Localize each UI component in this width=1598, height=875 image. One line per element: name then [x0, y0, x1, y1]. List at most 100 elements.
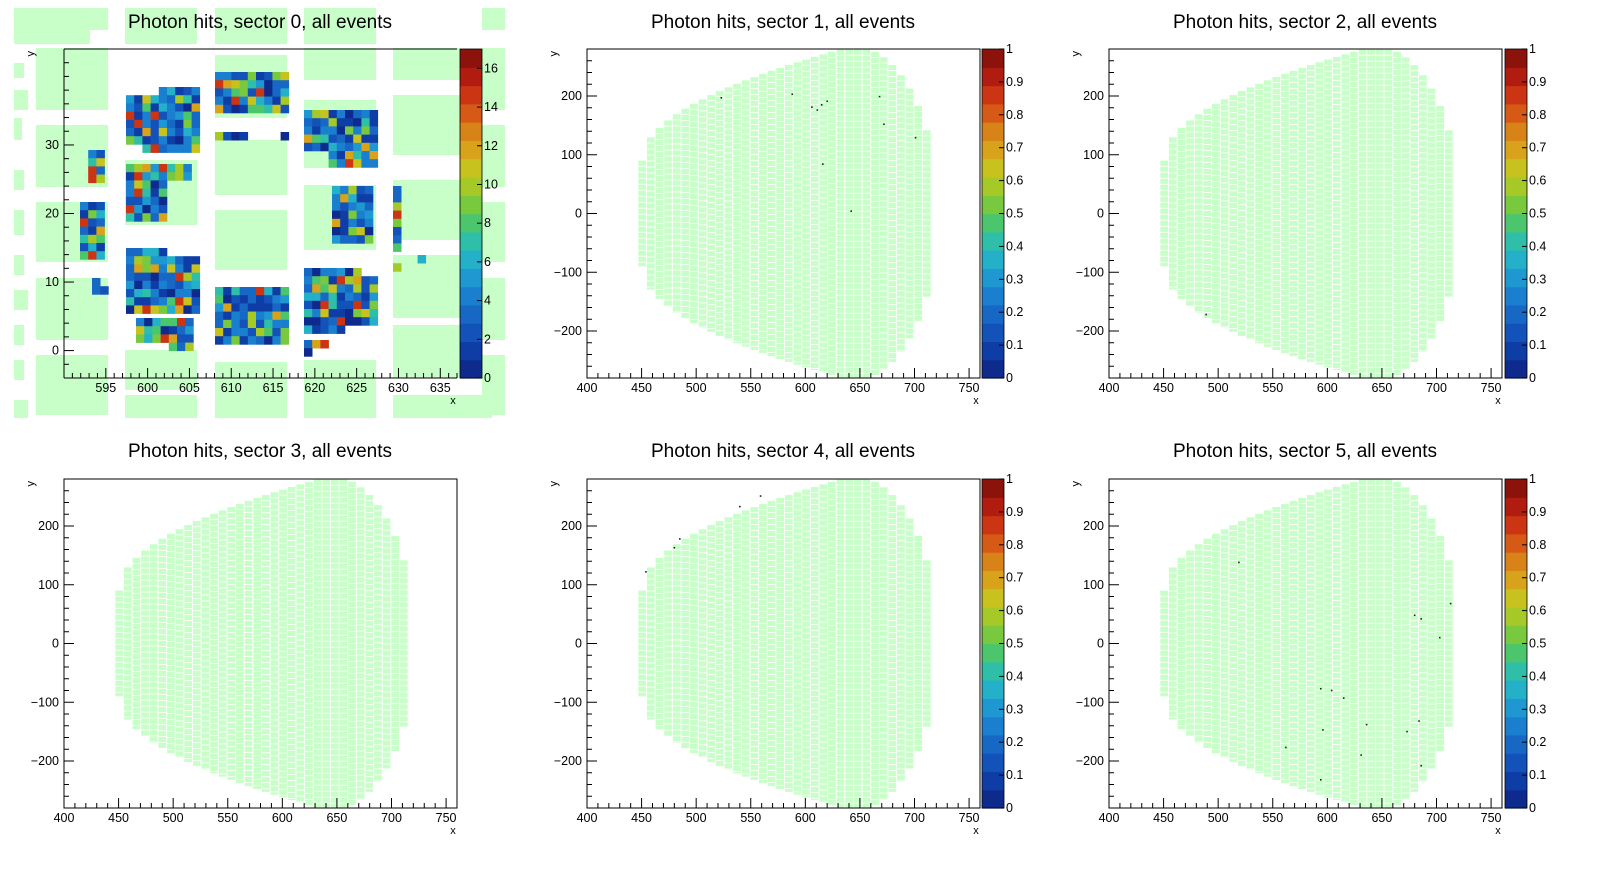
detector-pixel-row — [192, 761, 201, 766]
detector-pixel-row — [218, 540, 227, 546]
detector-pixel-row — [253, 641, 262, 648]
detector-pixel-row — [158, 586, 167, 592]
detector-pixel-row — [115, 620, 124, 626]
detector-pixel-row — [1410, 191, 1419, 197]
detector-pixel-row — [707, 167, 716, 173]
detector-pixel-row — [897, 285, 905, 291]
detector-pixel-row — [698, 147, 707, 153]
hit-pixel — [223, 104, 232, 114]
detector-pixel-row — [1341, 72, 1350, 78]
detector-pixel-row — [1367, 343, 1376, 349]
detector-pixel-row — [905, 244, 914, 250]
detector-pixel-row — [741, 284, 750, 290]
hit-pixel — [150, 164, 160, 173]
detector-pixel-row — [296, 682, 305, 688]
detector-pixel-row — [1220, 165, 1229, 171]
detector-pixel-row — [922, 274, 931, 280]
detector-pixel-row — [261, 507, 270, 513]
hit-pixel — [340, 202, 349, 211]
detector-pixel-row — [776, 259, 785, 266]
detector-pixel-row — [1419, 219, 1427, 225]
detector-pixel-row — [1315, 326, 1324, 332]
detector-pixel-row — [862, 157, 871, 163]
detector-pixel-row — [1427, 190, 1436, 196]
detector-pixel-row — [819, 258, 828, 264]
detector-pixel-row — [210, 645, 218, 651]
detector-pixel-row — [1203, 234, 1212, 240]
detector-pixel-row — [261, 789, 270, 792]
detector-pixel-row — [828, 351, 836, 358]
hit-pixel — [361, 284, 370, 293]
detector-pixel-row — [1315, 218, 1324, 224]
detector-pixel-row — [184, 543, 193, 549]
detector-pixel-row — [681, 126, 690, 132]
detector-pixel-row — [1315, 206, 1324, 212]
detector-pixel-row — [1410, 305, 1419, 311]
detector-pixel-row — [1281, 241, 1289, 248]
detector-pixel-row — [1237, 235, 1246, 241]
hit-pixel — [126, 119, 135, 129]
detector-pixel-row — [828, 183, 836, 190]
detector-pixel-row — [681, 234, 690, 240]
detector-pixel-row — [1324, 185, 1332, 191]
detector-pixel-row — [1375, 211, 1384, 217]
detector-pixel-row — [1315, 188, 1324, 194]
detector-pixel-row — [819, 192, 828, 198]
x-axis-label: x — [973, 395, 979, 407]
detector-pixel-row — [681, 312, 690, 318]
detector-pixel-row — [123, 621, 132, 627]
detector-pixel-row — [1401, 117, 1410, 123]
detector-pixel-row — [828, 207, 836, 214]
detector-pixel-row — [1393, 93, 1401, 100]
detector-pixel-row — [270, 540, 279, 546]
detector-pixel-row — [1194, 252, 1203, 258]
detector-pixel-row — [149, 730, 158, 736]
detector-pixel-row — [1341, 144, 1350, 150]
detector-pixel-row — [1410, 335, 1419, 341]
detector-pixel-row — [175, 547, 184, 553]
detector-pixel-row — [681, 246, 690, 252]
detector-pixel-row — [167, 623, 175, 630]
detector-pixel-row — [845, 259, 854, 265]
hit-pixel — [393, 202, 402, 211]
detector-pixel-row — [888, 293, 897, 299]
detector-pixel-row — [167, 551, 175, 558]
detector-pixel-row — [871, 351, 879, 358]
hit-pixel — [175, 305, 184, 314]
detector-pixel-row — [1281, 97, 1289, 104]
detector-pixel-row — [690, 319, 698, 324]
colorbar-segment — [1505, 231, 1527, 251]
detector-pixel-row — [1229, 149, 1238, 155]
detector-pixel-row — [914, 129, 923, 136]
detector-pixel-row — [690, 139, 698, 146]
detector-pixel-row — [175, 571, 184, 577]
y-axis-label: y — [25, 51, 37, 57]
detector-pixel-row — [750, 239, 759, 245]
detector-pixel-row — [715, 247, 724, 253]
detector-pixel-row — [1419, 351, 1427, 352]
detector-pixel-row — [296, 514, 305, 520]
detector-pixel-row — [1367, 145, 1376, 151]
detector-pixel-row — [853, 229, 862, 235]
hit-pixel — [185, 342, 194, 352]
detector-pixel-row — [244, 632, 253, 639]
detector-pixel-row — [1186, 264, 1194, 270]
detector-pixel-row — [784, 95, 793, 101]
detector-pixel-row — [879, 213, 888, 219]
detector-pixel-row — [1281, 301, 1289, 308]
detector-pixel-row — [1186, 252, 1194, 258]
detector-pixel-row — [828, 327, 836, 334]
detector-pixel-row — [313, 719, 322, 725]
detector-pixel-row — [236, 695, 244, 702]
detector-pixel-row — [1194, 144, 1203, 150]
x-tick-label: 700 — [904, 381, 925, 395]
detector-pixel-row — [741, 86, 750, 92]
detector-pixel-row — [115, 596, 124, 602]
detector-pixel-row — [1281, 295, 1289, 302]
detector-pixel-row — [1229, 233, 1238, 239]
detector-pixel-row — [1401, 237, 1410, 243]
detector-pixel-row — [879, 129, 888, 135]
detector-pixel-row — [690, 217, 698, 224]
x-tick-label: 450 — [631, 381, 652, 395]
detector-pixel-row — [287, 564, 296, 571]
